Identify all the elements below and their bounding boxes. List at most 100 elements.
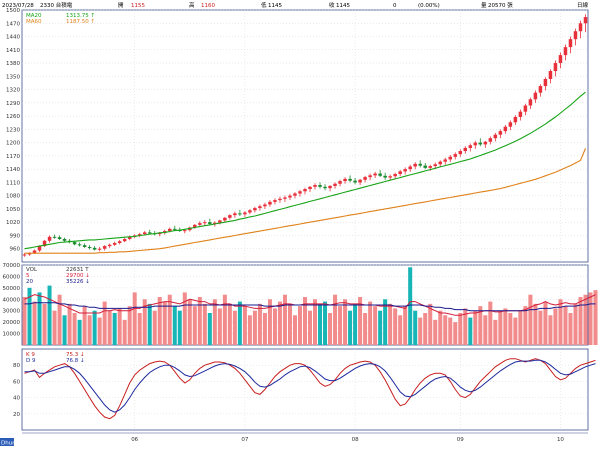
candle-body [213, 222, 217, 224]
price-panel: 960 990 1020 1050 1080 1110 1140 1170 1200 1230 12… [6, 8, 589, 263]
volume-bar [97, 317, 102, 345]
volume-bar [27, 287, 32, 345]
volume-bar [112, 313, 117, 345]
legend-name: 5 [26, 273, 30, 279]
candle-body [263, 204, 267, 207]
candle-body [503, 126, 508, 132]
candle-body [348, 178, 352, 181]
volume-bar [152, 310, 157, 345]
volume-bar [323, 301, 328, 345]
candle-body [328, 185, 332, 189]
header-high-label: 高 [189, 1, 195, 9]
volume-bar [147, 303, 152, 345]
y-tick-label: 1020 [6, 220, 20, 226]
legend-value: 35226 ↓ [66, 278, 90, 285]
volume-bar [443, 315, 448, 345]
volume-bar [162, 301, 167, 345]
candle-body [413, 163, 417, 167]
volume-bar [227, 303, 232, 345]
legend-value: 1313.75 ↑ [66, 12, 95, 19]
volume-bar [418, 317, 423, 345]
volume-bar [22, 297, 27, 345]
volume-bar [473, 310, 478, 345]
candle-body [243, 212, 247, 215]
volume-bar [32, 301, 37, 345]
volume-bar [433, 319, 438, 345]
candle-body [203, 222, 207, 224]
y-tick-label: 1260 [6, 114, 20, 120]
volume-bar [333, 294, 338, 345]
volume-bar [67, 303, 72, 345]
candle-body [228, 215, 232, 218]
header-low-value: 1145 [268, 3, 282, 9]
candle-body [398, 171, 402, 175]
candle-body [37, 246, 42, 251]
volume-bar [583, 294, 588, 345]
x-tick-label: 06 [131, 437, 138, 443]
volume-bar [247, 315, 252, 345]
volume-bar [538, 310, 543, 345]
candle-body [533, 92, 538, 100]
volume-bar [157, 297, 162, 345]
legend-value: 1187.50 ↑ [66, 18, 95, 25]
volume-bar [117, 308, 122, 345]
panel-frame [21, 348, 589, 431]
volume-bar [72, 313, 77, 345]
volume-bar [172, 306, 177, 345]
candle-body [518, 111, 523, 117]
volume-bar [187, 299, 192, 345]
y-tick-label: 1440 [6, 35, 20, 41]
volume-bar [458, 313, 463, 345]
candle-body [318, 185, 322, 187]
x-tick-label: 10 [557, 437, 564, 443]
volume-bar [277, 301, 282, 345]
volume-bar [272, 308, 277, 345]
k-line [24, 358, 596, 420]
volume-bar [127, 306, 132, 345]
volume-bar [237, 301, 242, 345]
candle-body [313, 185, 317, 187]
volume-bar [52, 310, 57, 345]
legend-name: VOL [26, 267, 38, 273]
volume-bar [192, 306, 197, 345]
panel-frame [21, 9, 589, 263]
volume-bar [122, 319, 127, 345]
volume-bar [313, 299, 318, 345]
candle-body [378, 173, 382, 176]
candle-body [112, 242, 117, 245]
volume-bar [563, 306, 568, 345]
candle-body [293, 193, 297, 196]
volume-bar [77, 319, 82, 345]
volume-bar [548, 315, 553, 345]
volume-bar [383, 299, 388, 345]
y-tick-label: 1170 [6, 154, 20, 160]
volume-bar [373, 306, 378, 345]
candle-body [578, 23, 583, 32]
y-tick-label: 960 [10, 247, 21, 253]
candle-body [157, 232, 162, 235]
candle-body [82, 245, 87, 247]
header-volume-value: 20570 張 [488, 2, 513, 9]
candle-body [218, 220, 222, 223]
y-tick-label: 20000 [3, 320, 21, 326]
header-low-label: 低 [261, 1, 267, 9]
volume-bar [292, 315, 297, 345]
candle-body [198, 223, 202, 225]
legend-name: K 9 [26, 352, 35, 358]
candle-body [127, 236, 132, 240]
candle-body [568, 39, 573, 48]
legend-value: 76.8 ↓ [66, 357, 85, 364]
vol-ma20-line [24, 302, 596, 312]
corner-label: Dhun [1, 441, 16, 447]
candle-body [283, 197, 287, 199]
candle-body [208, 222, 212, 224]
candle-body [338, 181, 342, 184]
x-tick-label: 09 [457, 437, 464, 443]
candle-body [468, 145, 473, 148]
volume-bar [398, 315, 403, 345]
candle-body [438, 161, 442, 165]
candle-body [583, 17, 588, 24]
y-tick-label: 1350 [6, 74, 20, 80]
y-tick-label: 1380 [6, 61, 20, 67]
volume-bar [37, 292, 42, 345]
